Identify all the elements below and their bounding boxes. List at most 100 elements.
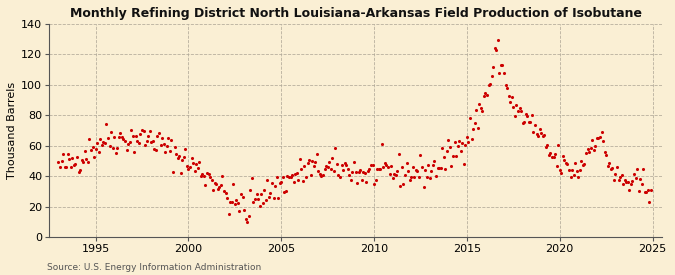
Point — [358, 170, 369, 174]
Point — [621, 180, 632, 185]
Point — [390, 173, 401, 178]
Point — [128, 133, 138, 138]
Point — [584, 150, 595, 154]
Point — [322, 164, 333, 169]
Point — [348, 160, 359, 164]
Point — [182, 163, 192, 168]
Point — [318, 173, 329, 177]
Point — [401, 161, 412, 166]
Point — [456, 149, 466, 154]
Point — [426, 169, 437, 174]
Point — [284, 175, 294, 180]
Point — [92, 141, 103, 145]
Point — [340, 161, 350, 166]
Point — [468, 127, 479, 132]
Point — [338, 168, 348, 173]
Point — [525, 120, 536, 125]
Point — [643, 188, 653, 192]
Point — [379, 161, 390, 165]
Point — [333, 173, 344, 177]
Point — [352, 181, 362, 185]
Point — [517, 121, 528, 125]
Point — [427, 163, 438, 167]
Point — [602, 164, 613, 169]
Point — [330, 146, 341, 150]
Point — [65, 165, 76, 169]
Point — [415, 153, 426, 158]
Point — [398, 182, 409, 186]
Point — [342, 167, 353, 172]
Point — [130, 134, 141, 138]
Point — [580, 150, 591, 155]
Point — [389, 171, 400, 176]
Point — [294, 157, 305, 161]
Point — [172, 156, 183, 160]
Point — [315, 172, 325, 177]
Point — [604, 161, 615, 165]
Point — [367, 163, 378, 167]
Point — [502, 86, 512, 90]
Point — [632, 167, 643, 171]
Point — [271, 175, 282, 179]
Point — [220, 191, 231, 195]
Point — [590, 144, 601, 148]
Point — [117, 135, 128, 139]
Point — [528, 129, 539, 134]
Point — [344, 173, 355, 177]
Point — [608, 178, 619, 183]
Point — [620, 178, 630, 182]
Point — [618, 182, 628, 186]
Point — [394, 152, 404, 156]
Point — [279, 189, 290, 194]
Point — [485, 82, 495, 87]
Point — [554, 168, 565, 172]
Point — [449, 140, 460, 144]
Point — [373, 167, 384, 172]
Point — [166, 137, 177, 142]
Point — [567, 167, 578, 172]
Point — [482, 93, 493, 97]
Point — [578, 163, 589, 167]
Point — [375, 167, 385, 172]
Point — [163, 136, 173, 140]
Point — [123, 142, 134, 146]
Point — [522, 114, 533, 118]
Point — [189, 169, 200, 173]
Point — [585, 146, 596, 151]
Point — [316, 173, 327, 178]
Point — [313, 168, 324, 173]
Point — [134, 141, 144, 145]
Point — [53, 160, 64, 164]
Point — [263, 195, 274, 199]
Point — [543, 153, 554, 157]
Point — [270, 184, 281, 188]
Point — [477, 109, 488, 113]
Point — [106, 130, 117, 134]
Point — [55, 164, 65, 169]
Point — [433, 166, 444, 170]
Point — [579, 162, 590, 166]
Point — [93, 149, 104, 154]
Point — [80, 148, 90, 153]
Point — [593, 135, 604, 140]
Point — [118, 137, 129, 141]
Point — [113, 134, 124, 139]
Point — [531, 131, 542, 136]
Point — [70, 161, 81, 166]
Point — [615, 175, 626, 179]
Point — [245, 188, 256, 192]
Point — [460, 143, 470, 147]
Point — [203, 172, 214, 176]
Point — [385, 164, 396, 168]
Point — [372, 167, 383, 172]
Point — [158, 141, 169, 146]
Point — [267, 181, 277, 185]
Point — [533, 134, 543, 139]
Point — [136, 128, 147, 133]
Point — [366, 163, 377, 167]
Point — [356, 178, 367, 182]
Point — [72, 155, 82, 159]
Point — [90, 147, 101, 152]
Point — [281, 189, 292, 194]
Point — [84, 136, 95, 141]
